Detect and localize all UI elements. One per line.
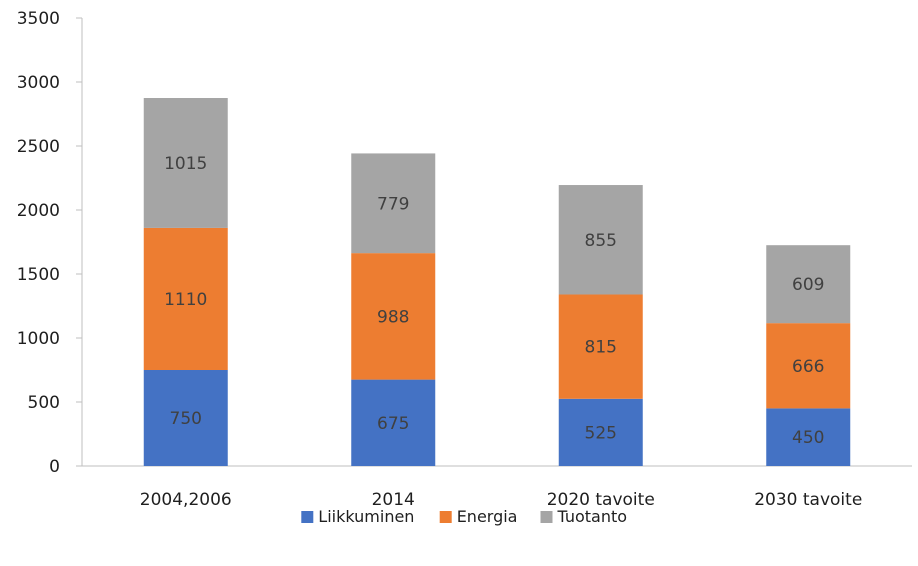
bar-segment-energia <box>351 253 436 380</box>
bar-segment-energia <box>143 227 228 370</box>
y-tick-label: 2500 <box>17 137 60 157</box>
data-label: 609 <box>792 275 824 295</box>
bar-segment-liikkuminen <box>351 379 436 466</box>
legend-label: Energia <box>457 507 518 526</box>
data-label: 988 <box>377 307 409 327</box>
data-label: 1110 <box>164 290 207 310</box>
bar-segment-liikkuminen <box>558 398 643 466</box>
x-category-label: 2014 <box>372 490 415 510</box>
x-category-label: 2030 tavoite <box>754 490 862 510</box>
y-tick-label: 0 <box>49 457 60 477</box>
y-tick-label: 3500 <box>17 9 60 29</box>
bar-segment-tuotanto <box>766 245 851 324</box>
y-tick-label: 1500 <box>17 265 60 285</box>
y-tick-label: 1000 <box>17 329 60 349</box>
legend-swatch-energia <box>439 511 452 523</box>
x-category-label: 2004,2006 <box>140 490 232 510</box>
bars-layer <box>143 98 851 466</box>
data-label: 855 <box>585 231 617 251</box>
bar-segment-tuotanto <box>351 153 436 254</box>
x-category-label: 2020 tavoite <box>547 490 655 510</box>
bar-segment-liikkuminen <box>766 408 851 466</box>
bar-segment-energia <box>766 323 851 409</box>
data-label: 779 <box>377 194 409 214</box>
data-label: 525 <box>585 423 617 443</box>
data-labels-layer: 750 1110 1015 675 988 779 525 815 855 450 666 609 <box>164 154 824 448</box>
bar-segment-tuotanto <box>143 98 228 228</box>
legend-swatch-liikkuminen <box>301 511 314 523</box>
y-tick-label: 2000 <box>17 201 60 221</box>
legend: Liikkuminen Energia Tuotanto <box>301 507 627 526</box>
legend-label: Liikkuminen <box>318 507 414 526</box>
data-label: 675 <box>377 414 409 434</box>
bar-segment-energia <box>558 294 643 399</box>
legend-swatch-tuotanto <box>540 511 553 523</box>
bar-segment-liikkuminen <box>143 370 228 466</box>
axes-layer: 0 500 1000 1500 2000 2500 3000 3500 2004,2006 201… <box>17 9 912 510</box>
legend-label: Tuotanto <box>557 507 628 526</box>
data-label: 666 <box>792 357 824 377</box>
data-label: 1015 <box>164 154 207 174</box>
data-label: 815 <box>585 338 617 358</box>
bar-segment-tuotanto <box>558 185 643 295</box>
data-label: 750 <box>170 409 202 429</box>
y-tick-label: 3000 <box>17 73 60 93</box>
data-label: 450 <box>792 428 824 448</box>
y-tick-label: 500 <box>28 393 60 413</box>
